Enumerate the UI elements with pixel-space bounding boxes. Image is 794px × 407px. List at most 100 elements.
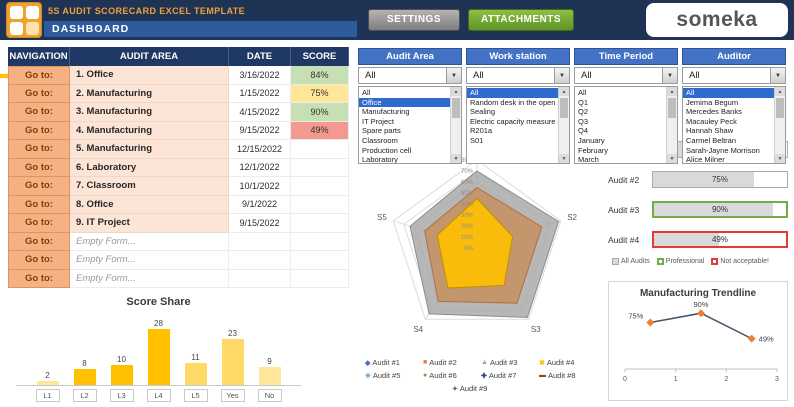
filter-list-item[interactable]: IT Project [362, 116, 394, 126]
filter-list-item[interactable]: Macauley Peck [686, 116, 737, 126]
filter-list-item[interactable]: R201a [470, 126, 493, 136]
goto-button[interactable]: Go to: [8, 66, 70, 85]
filter-list-item[interactable]: Q4 [578, 126, 589, 136]
goto-button[interactable]: Go to: [8, 121, 70, 140]
x-axis-label: L2 [72, 389, 97, 402]
scroll-up-icon[interactable]: ▲ [775, 87, 785, 96]
attachments-button[interactable]: ATTACHMENTS [468, 9, 574, 31]
scroll-down-icon[interactable]: ▼ [667, 154, 677, 163]
score-cell [291, 195, 349, 214]
goto-button[interactable]: Go to: [8, 195, 70, 214]
filter-list-item[interactable]: Laboratory [362, 155, 398, 163]
filter-list-item[interactable]: All [467, 88, 558, 98]
chevron-down-icon[interactable]: ▼ [662, 68, 677, 83]
filter-list-item[interactable]: Office [359, 97, 450, 108]
goto-button[interactable]: Go to: [8, 177, 70, 196]
filter-list-item[interactable]: Jemima Begum [686, 97, 739, 107]
goto-button[interactable]: Go to: [8, 269, 70, 288]
goto-button[interactable]: Go to: [8, 232, 70, 251]
scrollbar-thumb[interactable] [560, 98, 568, 118]
filter-list-item[interactable]: Q3 [578, 116, 589, 126]
x-tick-label: 2 [724, 376, 728, 383]
filter-combobox[interactable]: All ▼ [466, 67, 570, 84]
score-cell: 84% [291, 66, 349, 85]
bar [221, 339, 244, 385]
series-marker-icon: ● [423, 372, 428, 379]
filter-list-item[interactable]: Mercedes Banks [686, 107, 742, 117]
scrollbar-thumb[interactable] [776, 98, 784, 118]
scrollbar[interactable]: ▲ ▼ [558, 87, 569, 163]
filter-list-item[interactable]: Q1 [578, 97, 589, 107]
logo-square [9, 21, 23, 35]
date-cell: 12/15/2022 [229, 140, 291, 159]
radar-chart: 0%10%20%30%40%50%60%70%80%S1S2S3S4S5 [377, 144, 578, 334]
filter-list-item[interactable]: Hannah Shaw [686, 126, 734, 136]
filter-list-item[interactable]: Q2 [578, 107, 589, 117]
score-cell [291, 232, 349, 251]
filter-combobox[interactable]: All ▼ [682, 67, 786, 84]
score-cell [291, 214, 349, 233]
legend-item: ◆ Audit #1 [365, 358, 421, 367]
audit-progress-row: Audit #4 49% [608, 231, 788, 248]
filter-list-item[interactable]: Random desk in the open space [470, 97, 558, 107]
audit-area-cell: 3. Manufacturing [70, 103, 229, 122]
goto-button[interactable]: Go to: [8, 251, 70, 270]
scrollbar-thumb[interactable] [452, 98, 460, 118]
scroll-down-icon[interactable]: ▼ [775, 154, 785, 163]
filter-list-item[interactable]: All [578, 88, 587, 97]
goto-button[interactable]: Go to: [8, 84, 70, 103]
series-marker-icon: ◆ [365, 359, 371, 367]
filter-list-item[interactable]: Alice Milner [686, 155, 725, 163]
bar [258, 367, 281, 385]
filter-list-item[interactable]: All [683, 88, 774, 98]
chevron-down-icon[interactable]: ▼ [554, 68, 569, 83]
filter-list-item[interactable]: Production cell [362, 145, 412, 155]
audit-label: Audit #2 [608, 174, 640, 185]
scrollbar[interactable]: ▲ ▼ [774, 87, 785, 163]
settings-button[interactable]: SETTINGS [368, 9, 460, 31]
filter-list-item[interactable]: Carmel Beltran [686, 135, 737, 145]
x-tick-label: 1 [674, 376, 678, 383]
scroll-down-icon[interactable]: ▼ [451, 154, 461, 163]
filter-list-item[interactable]: Sealing [470, 107, 496, 117]
goto-button[interactable]: Go to: [8, 158, 70, 177]
filter-list-item[interactable]: Electric capacity measure station [470, 116, 558, 126]
filter-list-item[interactable]: All [362, 88, 371, 97]
scroll-up-icon[interactable]: ▲ [559, 87, 569, 96]
legend-item: ✳ Audit #5 [365, 371, 421, 380]
filter-list-item[interactable]: Sarah-Jayne Morrison [686, 145, 760, 155]
filter-list-item[interactable]: Manufacturing [362, 107, 410, 117]
scroll-up-icon[interactable]: ▲ [667, 87, 677, 96]
radar-axis-label: S4 [413, 325, 423, 334]
filter-list-item[interactable]: January [578, 135, 605, 145]
goto-button[interactable]: Go to: [8, 140, 70, 159]
audit-progress-row: Audit #3 90% [608, 201, 788, 218]
scrollbar[interactable]: ▲ ▼ [450, 87, 461, 163]
bar-value-label: 9 [267, 357, 272, 366]
goto-button[interactable]: Go to: [8, 103, 70, 122]
filter-list-item[interactable]: S01 [470, 135, 484, 145]
goto-button[interactable]: Go to: [8, 214, 70, 233]
filter-combobox[interactable]: All ▼ [574, 67, 678, 84]
scroll-up-icon[interactable]: ▲ [451, 87, 461, 96]
filter-list-item[interactable]: Spare parts [362, 126, 401, 136]
score-cell: 49% [291, 121, 349, 140]
bar-column: 8 [73, 359, 97, 385]
legend-label: Audit #5 [372, 371, 401, 380]
bar-column: 2 [36, 371, 60, 385]
filter-list-item[interactable]: March [578, 155, 599, 163]
scroll-down-icon[interactable]: ▼ [559, 154, 569, 163]
legend-label: Not acceptable! [720, 258, 769, 265]
chevron-down-icon[interactable]: ▼ [770, 68, 785, 83]
filter-list-item[interactable]: Classroom [362, 135, 398, 145]
filter-combobox[interactable]: All ▼ [358, 67, 462, 84]
filter-listbox: All Q1 Q2 Q3 Q4 January February March ▲ ▼ [574, 86, 678, 164]
scrollbar-thumb[interactable] [668, 98, 676, 118]
filter-list-item[interactable]: February [578, 145, 609, 155]
scrollbar[interactable]: ▲ ▼ [666, 87, 677, 163]
bar-value-label: 23 [228, 329, 237, 338]
chevron-down-icon[interactable]: ▼ [446, 68, 461, 83]
score-cell [291, 140, 349, 159]
date-cell: 1/15/2022 [229, 84, 291, 103]
